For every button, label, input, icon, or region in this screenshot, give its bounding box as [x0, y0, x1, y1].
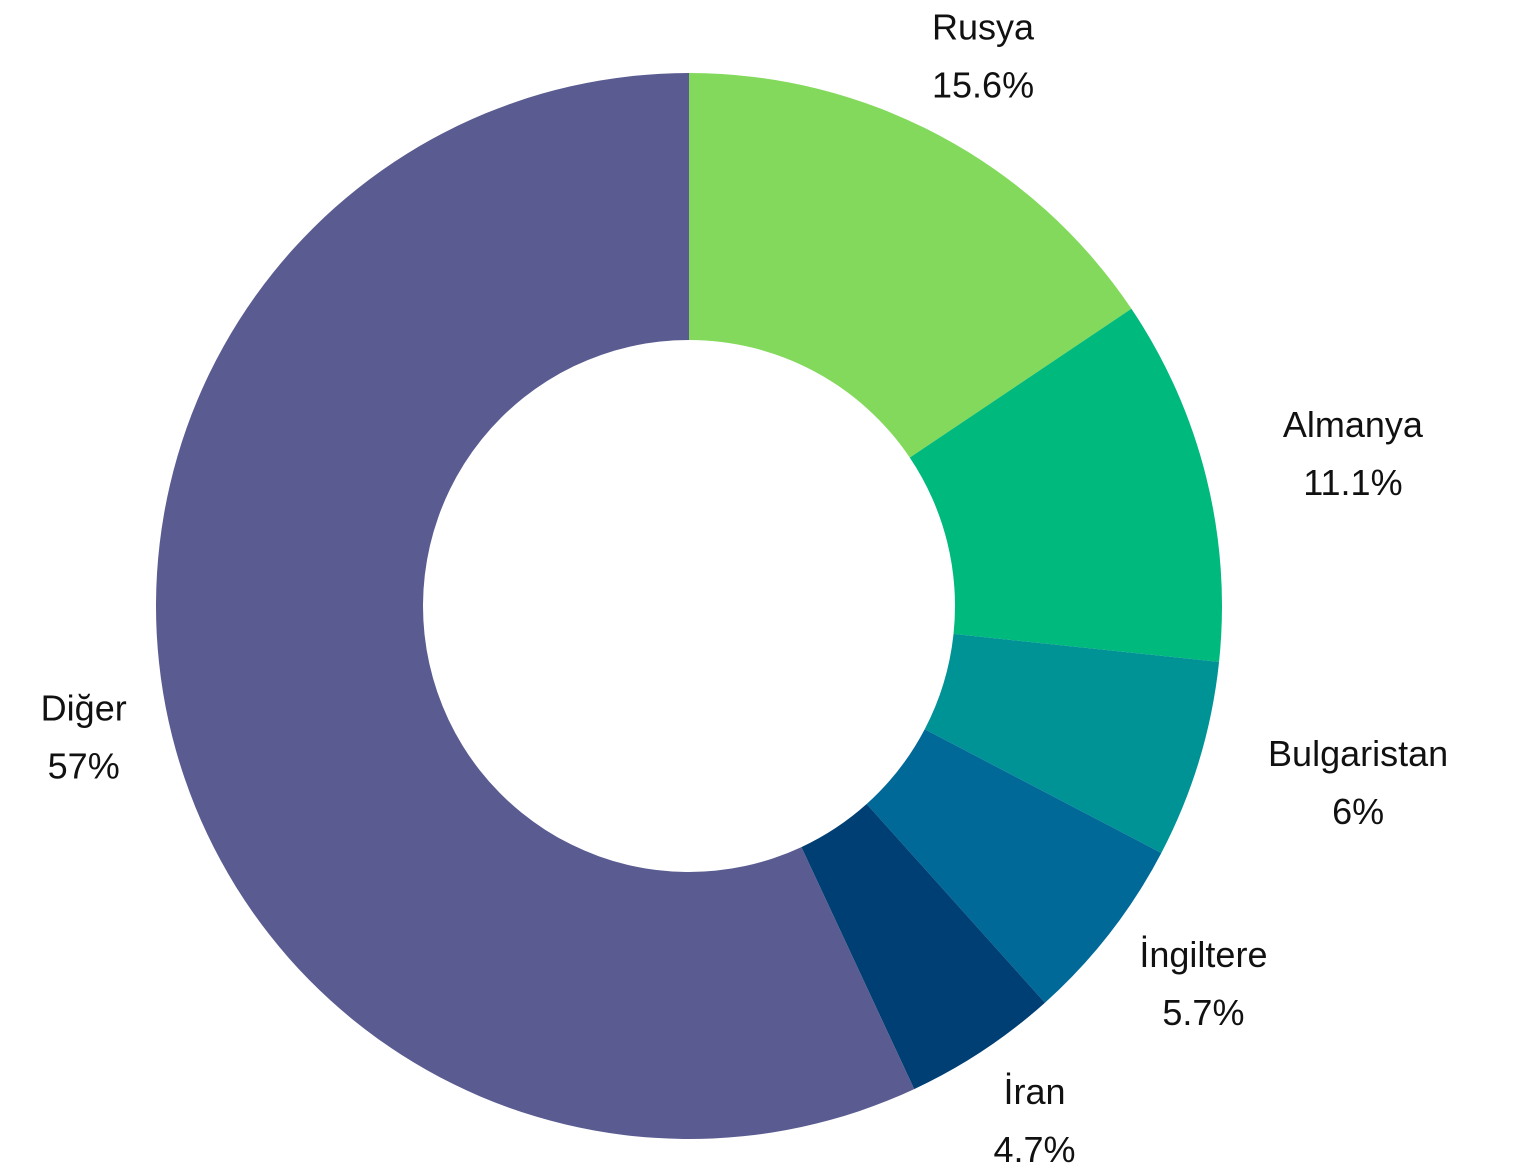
- donut-slice: [909, 308, 1222, 662]
- donut-slice: [689, 73, 1132, 458]
- slice-value-label: 15.6%: [932, 64, 1034, 105]
- slice-value-label: 6%: [1332, 791, 1384, 832]
- donut-slice: [801, 803, 1045, 1090]
- slice-value-label: 4.7%: [993, 1129, 1075, 1170]
- slice-label: Rusya: [932, 6, 1035, 47]
- donut-slice: [155, 73, 915, 1139]
- slice-label: Bulgaristan: [1268, 733, 1448, 774]
- donut-slice: [924, 633, 1220, 853]
- slice-label: Diğer: [41, 688, 127, 729]
- slice-label: İran: [1003, 1071, 1065, 1112]
- slice-value-label: 57%: [48, 746, 120, 787]
- slice-label: Almanya: [1283, 404, 1424, 445]
- slice-value-label: 5.7%: [1162, 992, 1244, 1033]
- slice-value-label: 11.1%: [1303, 462, 1402, 503]
- donut-slice: [866, 729, 1162, 1003]
- slice-label: İngiltere: [1139, 934, 1267, 975]
